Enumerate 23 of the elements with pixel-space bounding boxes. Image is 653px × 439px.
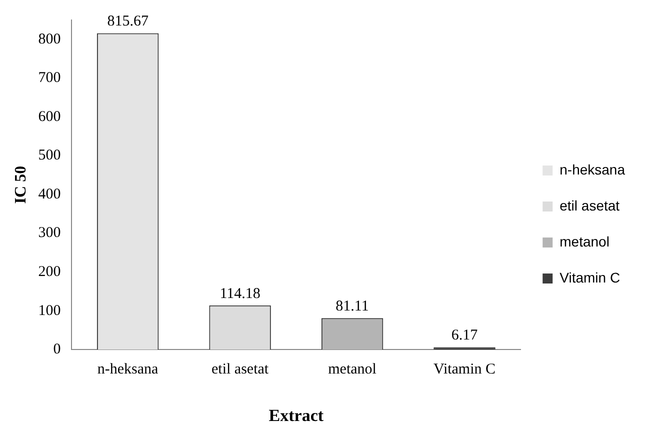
x-tick-label: Vitamin C bbox=[434, 362, 496, 378]
legend-label: Vitamin C bbox=[560, 269, 620, 286]
y-axis-title: IC 50 bbox=[12, 166, 30, 204]
y-tick-label: 200 bbox=[38, 264, 61, 280]
x-tick-label: metanol bbox=[328, 362, 376, 378]
y-tick-label: 600 bbox=[38, 108, 61, 125]
data-label: 6.17 bbox=[451, 328, 478, 344]
data-label: 114.18 bbox=[220, 286, 260, 302]
data-label: 81.11 bbox=[336, 298, 369, 315]
y-tick-label: 800 bbox=[38, 31, 61, 48]
x-axis-title: Extract bbox=[268, 406, 324, 426]
y-tick-label: 300 bbox=[38, 225, 61, 242]
y-tick-label: 100 bbox=[38, 302, 61, 319]
y-tick-label: 500 bbox=[38, 148, 61, 164]
data-label: 815.67 bbox=[107, 14, 149, 30]
x-tick-label: etil asetat bbox=[212, 362, 270, 378]
y-tick-label: 700 bbox=[38, 70, 61, 86]
legend-label: metanol bbox=[560, 233, 610, 250]
legend-label: etil asetat bbox=[560, 197, 620, 214]
y-tick-label: 400 bbox=[38, 186, 61, 202]
x-tick-label: n-heksana bbox=[97, 362, 159, 378]
legend-label: n-heksana bbox=[560, 161, 626, 178]
y-tick-label: 0 bbox=[53, 342, 61, 358]
